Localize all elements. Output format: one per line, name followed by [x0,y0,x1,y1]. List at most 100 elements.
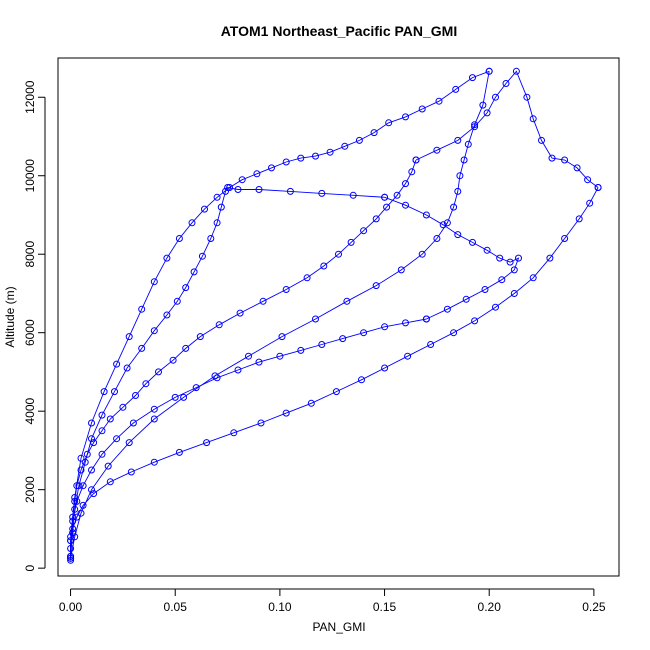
data-point [180,393,188,401]
data-point [132,392,139,399]
data-point [182,284,190,292]
data-point [282,158,290,166]
plot-frame [57,57,620,577]
data-point [213,193,221,201]
data-point [129,419,137,427]
data-point [464,140,472,148]
data-point [67,556,75,564]
data-point [297,154,305,162]
data-point [538,136,545,144]
data-point [318,341,326,348]
data-point [358,376,365,384]
data-point [98,411,106,419]
data-point [100,388,108,396]
data-point [236,309,244,317]
data-point [402,319,409,327]
data-point [213,374,221,382]
data-point [471,317,479,325]
data-point [207,235,215,242]
data-point [201,205,208,213]
data-point [523,93,531,101]
data-point [253,170,261,178]
data-point [450,329,458,337]
x-tick-label: 0.05 [164,600,188,614]
data-point [339,335,347,343]
data-point [163,311,171,319]
data-point [71,497,79,505]
data-point [245,352,252,360]
data-point [238,176,246,184]
x-tick-label: 0.20 [478,600,502,614]
data-point [150,327,158,335]
data-point [79,501,87,509]
data-point [175,448,183,456]
data-point [113,435,121,443]
data-point [510,266,518,274]
data-point [77,466,85,474]
data-point [573,164,581,172]
data-point [561,156,569,164]
data-point [259,297,267,305]
x-tick-label: 0.25 [582,600,606,614]
data-point [171,393,179,401]
data-point [326,148,334,156]
data-point [439,221,447,229]
x-axis-label: PAN_GMI [312,620,365,634]
data-point [483,109,491,117]
data-point [402,113,409,121]
data-point [276,352,284,360]
data-point [192,384,200,392]
y-tick-label: 6000 [23,319,37,346]
data-point [370,129,378,137]
chart-title: ATOM1 Northeast_Pacific PAN_GMI [221,23,458,39]
data-point [452,85,460,93]
data-point [594,184,602,191]
data-point [335,250,342,258]
data-point [286,187,294,195]
y-axis-label: Altitude (m) [3,286,17,347]
series-line [415,70,599,188]
data-point [268,164,275,172]
data-point [282,409,290,417]
data-point [529,274,537,282]
series-line [70,318,427,559]
data-point [213,219,221,227]
data-point [385,119,393,127]
data-point [492,303,499,311]
data-point [347,238,355,246]
data-point [462,295,470,303]
data-point [443,305,451,313]
data-point [98,427,106,435]
data-point [182,344,190,352]
data-point [77,509,85,517]
data-point [502,80,510,87]
y-tick-label: 4000 [23,398,37,425]
data-point [561,235,569,242]
series-line [70,186,385,557]
data-point [234,186,242,193]
data-point [282,286,290,293]
data-point [190,268,198,276]
data-point [548,154,556,162]
data-point [433,146,441,154]
data-point [90,490,98,498]
data-point [138,305,146,313]
data-point [318,189,326,197]
series-line [384,196,520,320]
data-point [422,211,430,219]
data-point [427,341,435,348]
data-point [404,352,412,360]
data-point [142,380,150,388]
data-point [90,439,98,447]
data-point [257,419,265,427]
data-point [69,525,77,533]
data-point [412,156,420,164]
data-point [496,254,504,262]
data-point [546,254,554,262]
data-point [360,329,368,337]
data-point [173,297,181,305]
data-point [255,186,263,193]
x-tick-label: 0.15 [373,600,397,614]
data-point [71,505,79,513]
